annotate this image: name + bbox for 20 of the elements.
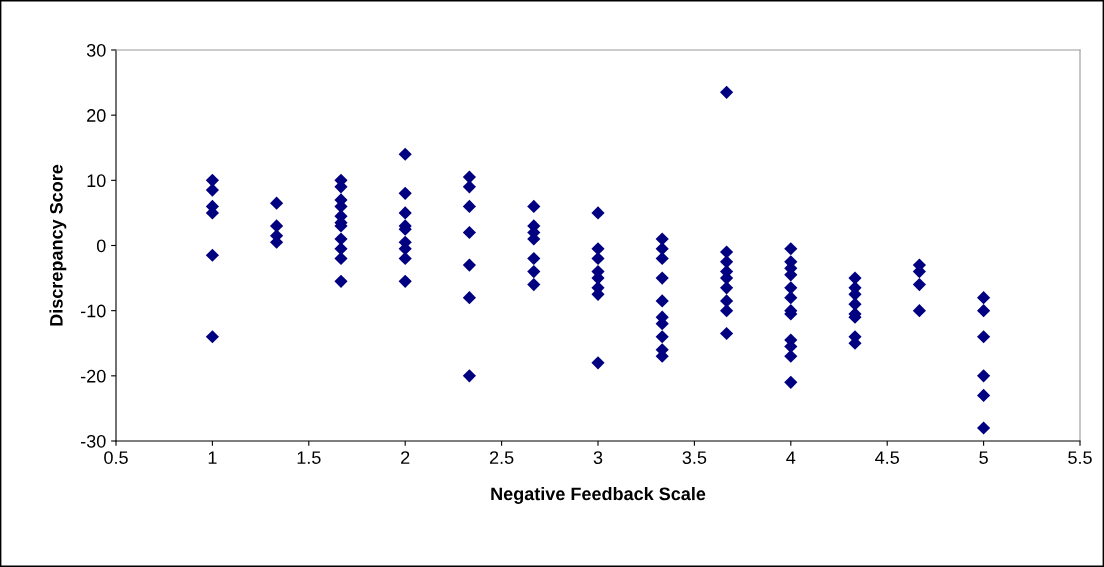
y-tick-label: 20 <box>87 109 106 122</box>
x-axis-title: Negative Feedback Scale <box>491 487 706 504</box>
x-tick-label: 0.5 <box>104 451 128 464</box>
x-tick-label: 2.5 <box>489 451 514 464</box>
y-tick-label: 30 <box>86 43 106 57</box>
y-tick-label: -30 <box>80 434 106 448</box>
y-tick-label: 10 <box>87 174 106 188</box>
x-tick-label: 3.5 <box>682 451 707 464</box>
x-tick-label: 4 <box>786 451 796 464</box>
y-axis-title: Discrepancy Score <box>49 164 67 326</box>
x-tick-label: 5 <box>979 451 988 464</box>
x-tick-label: 4.5 <box>875 451 899 464</box>
x-tick-label: 2 <box>401 451 410 464</box>
x-tick-label: 3 <box>593 451 603 464</box>
y-tick-label: -10 <box>80 304 106 318</box>
x-tick-label: 1.5 <box>297 451 321 464</box>
x-tick-label: 5.5 <box>1068 451 1092 464</box>
y-tick-label: -20 <box>80 369 106 383</box>
x-tick-label: 1 <box>208 451 217 464</box>
y-tick-label: 0 <box>96 239 106 253</box>
